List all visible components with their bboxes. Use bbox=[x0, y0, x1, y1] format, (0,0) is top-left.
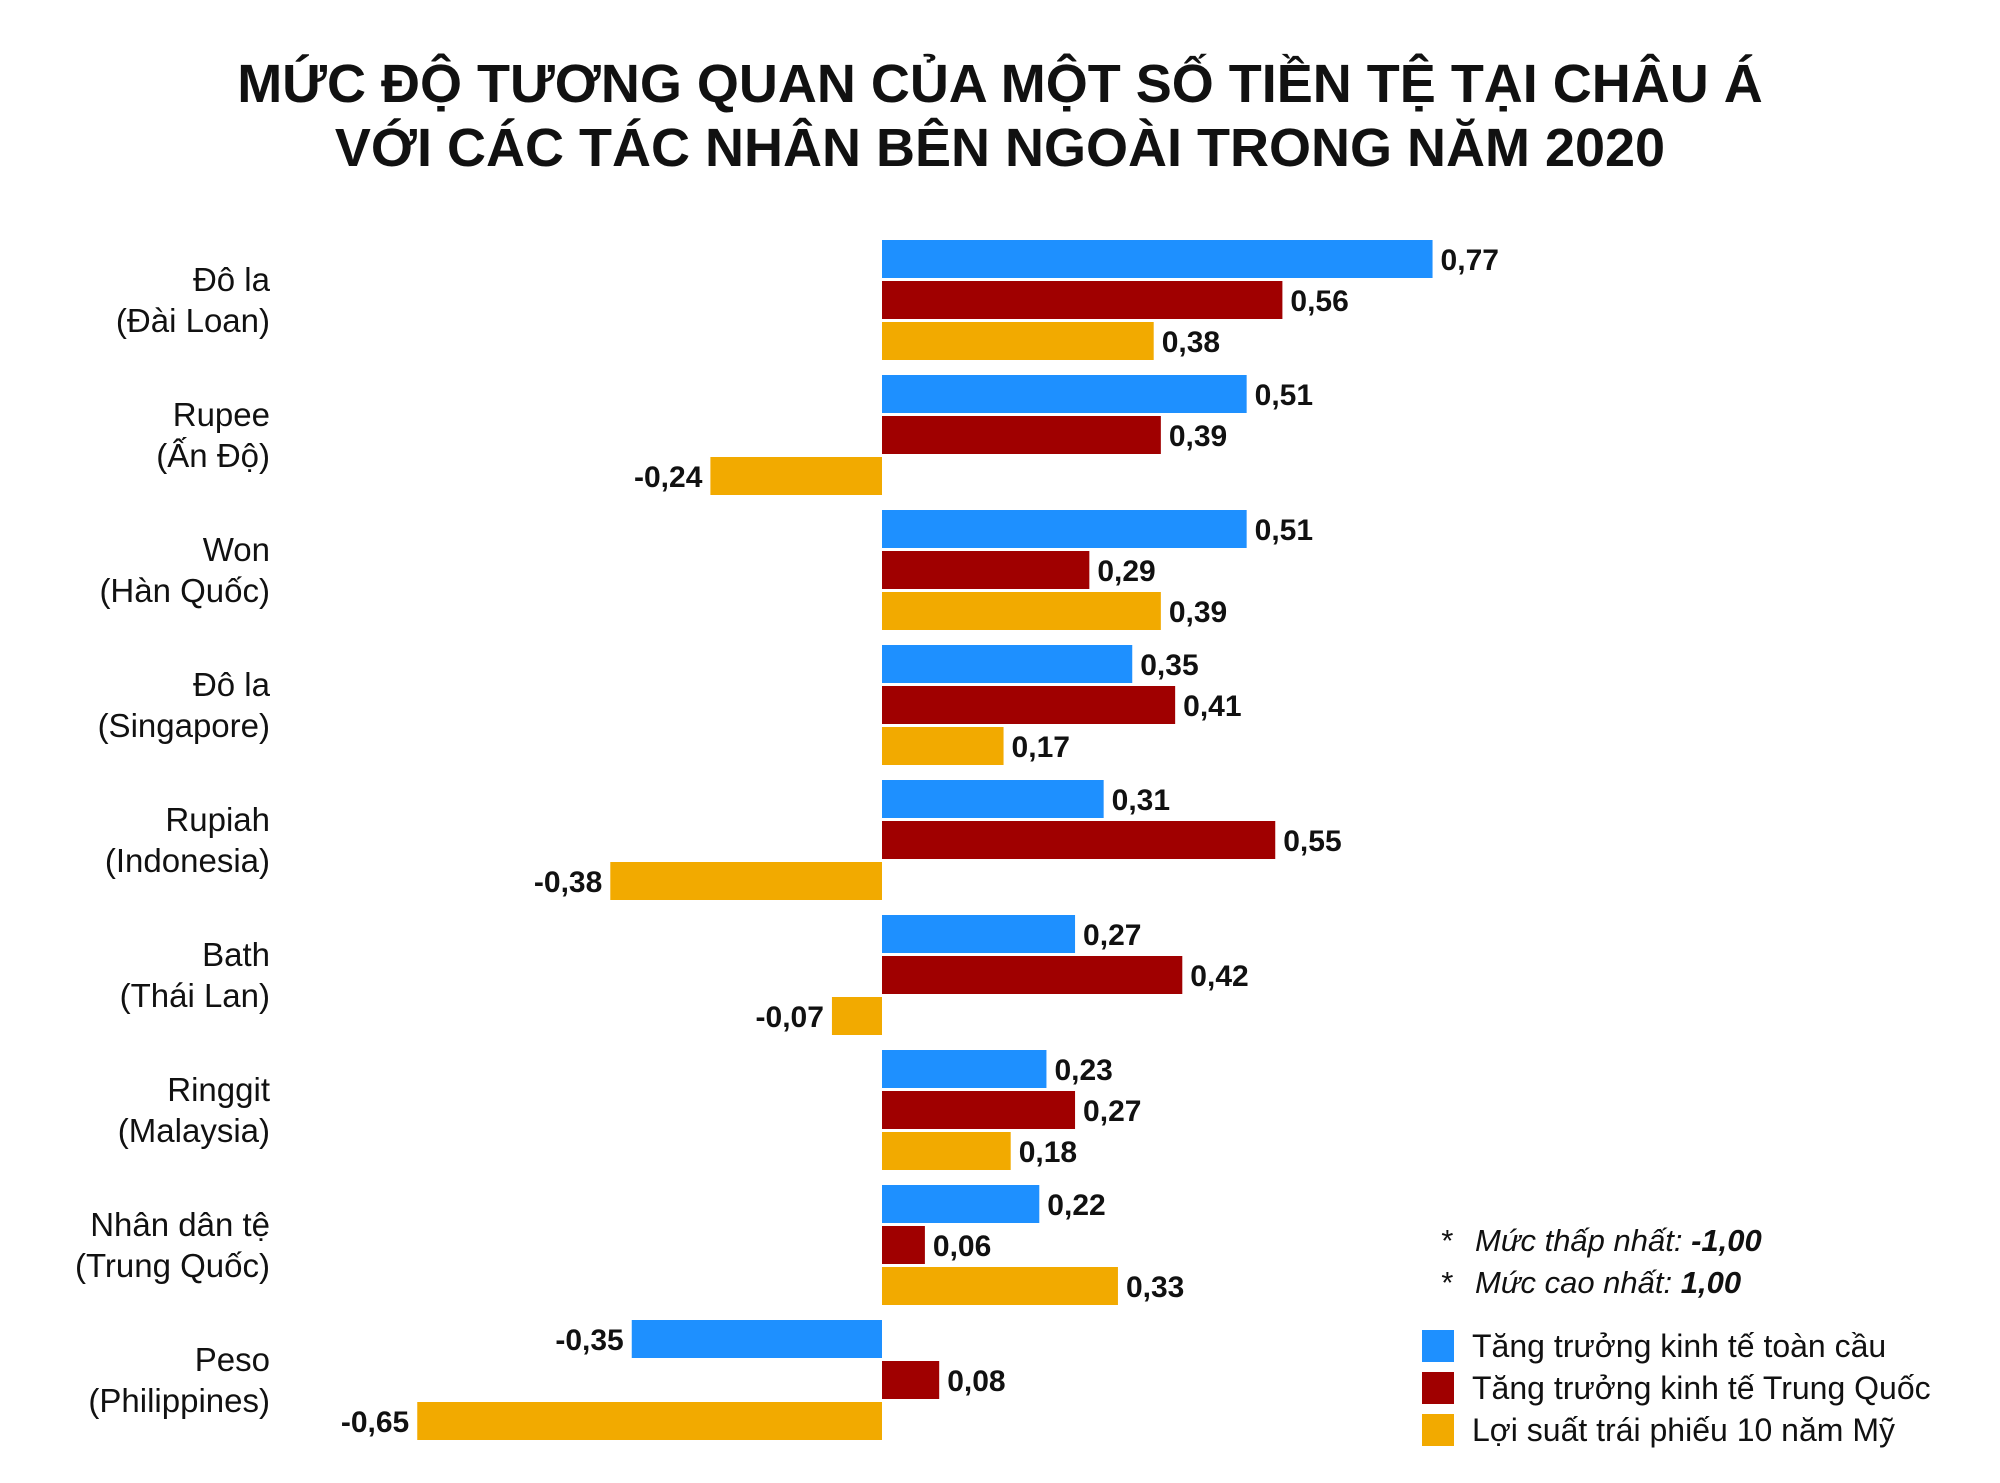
data-label: -0,35 bbox=[555, 1324, 623, 1357]
bar bbox=[882, 281, 1283, 319]
value-labels: 0,77 0,56 0,38 0,51 0,39 -0,24 0,51 0,29 0,39 0,3… bbox=[341, 244, 1499, 1439]
category-label: Nhân dân tệ bbox=[90, 1206, 270, 1243]
data-label: 0,17 bbox=[1012, 731, 1070, 764]
bar bbox=[882, 956, 1183, 994]
legend-swatch bbox=[1422, 1372, 1454, 1404]
bar bbox=[882, 322, 1154, 360]
bar bbox=[882, 592, 1161, 630]
data-label: 0,39 bbox=[1169, 596, 1227, 629]
data-label: 0,29 bbox=[1097, 555, 1155, 588]
data-label: 0,55 bbox=[1283, 825, 1341, 858]
data-label: 0,08 bbox=[947, 1365, 1005, 1398]
category-label: (Philippines) bbox=[88, 1382, 270, 1419]
bar bbox=[882, 780, 1104, 818]
category-label: Peso bbox=[195, 1341, 270, 1378]
bar bbox=[882, 1091, 1076, 1129]
note-value: 1,00 bbox=[1681, 1265, 1741, 1300]
category-label: Bath bbox=[202, 936, 270, 973]
data-label: 0,33 bbox=[1126, 1271, 1184, 1304]
bar bbox=[882, 915, 1076, 953]
data-label: 0,51 bbox=[1255, 379, 1313, 412]
data-label: 0,38 bbox=[1162, 326, 1220, 359]
category-label: (Indonesia) bbox=[105, 842, 270, 879]
data-label: 0,22 bbox=[1047, 1189, 1105, 1222]
data-label: 0,23 bbox=[1054, 1054, 1112, 1087]
note-bullet: * bbox=[1440, 1265, 1453, 1300]
notes: * Mức thấp nhất: -1,00 * Mức cao nhất: 1,00 bbox=[1440, 1223, 1762, 1300]
data-label: -0,07 bbox=[756, 1001, 824, 1034]
data-label: 0,77 bbox=[1441, 244, 1499, 277]
data-label: 0,56 bbox=[1290, 285, 1348, 318]
bar bbox=[882, 416, 1161, 454]
note-text: Mức thấp nhất: bbox=[1475, 1223, 1691, 1258]
note-bullet: * bbox=[1440, 1223, 1453, 1258]
category-label: Đô la bbox=[193, 666, 271, 703]
bar bbox=[882, 375, 1247, 413]
legend-label: Tăng trưởng kinh tế toàn cầu bbox=[1472, 1328, 1886, 1364]
category-label: (Trung Quốc) bbox=[75, 1247, 270, 1284]
bar bbox=[882, 510, 1247, 548]
note: Mức cao nhất: 1,00 bbox=[1475, 1265, 1741, 1300]
bar bbox=[882, 240, 1433, 278]
bar bbox=[882, 821, 1276, 859]
category-label: Đô la bbox=[193, 261, 271, 298]
data-label: 0,27 bbox=[1083, 919, 1141, 952]
bar bbox=[882, 1226, 925, 1264]
bar bbox=[610, 862, 882, 900]
bar bbox=[882, 1361, 940, 1399]
category-label: Rupiah bbox=[165, 801, 270, 838]
bar bbox=[882, 1132, 1011, 1170]
legend-label: Lợi suất trái phiếu 10 năm Mỹ bbox=[1472, 1412, 1895, 1448]
note: Mức thấp nhất: -1,00 bbox=[1475, 1223, 1762, 1258]
chart-title-line-2: VỚI CÁC TÁC NHÂN BÊN NGOÀI TRONG NĂM 202… bbox=[334, 118, 1666, 178]
data-label: 0,51 bbox=[1255, 514, 1313, 547]
category-label: (Đài Loan) bbox=[116, 302, 270, 339]
chart-title-line-1: MỨC ĐỘ TƯƠNG QUAN CỦA MỘT SỐ TIỀN TỆ TẠI… bbox=[237, 54, 1763, 114]
legend-swatch bbox=[1422, 1414, 1454, 1446]
bar bbox=[882, 1267, 1118, 1305]
data-label: 0,31 bbox=[1112, 784, 1170, 817]
data-label: 0,41 bbox=[1183, 690, 1241, 723]
bar bbox=[417, 1402, 882, 1440]
bar bbox=[882, 645, 1133, 683]
data-label: 0,27 bbox=[1083, 1095, 1141, 1128]
category-labels: Đô la (Đài Loan) Rupee (Ấn Độ) Won (Hàn Quốc)… bbox=[75, 261, 271, 1419]
bar bbox=[631, 1320, 882, 1358]
note-value: -1,00 bbox=[1691, 1223, 1762, 1258]
category-label: Won bbox=[203, 531, 270, 568]
data-label: 0,39 bbox=[1169, 420, 1227, 453]
bar bbox=[882, 1185, 1040, 1223]
legend-swatch bbox=[1422, 1330, 1454, 1362]
category-label: (Malaysia) bbox=[118, 1112, 270, 1149]
category-label: Ringgit bbox=[167, 1071, 270, 1108]
category-label: Rupee bbox=[173, 396, 270, 433]
data-label: 0,42 bbox=[1190, 960, 1248, 993]
bar bbox=[882, 551, 1090, 589]
note-text: Mức cao nhất: bbox=[1475, 1265, 1681, 1300]
legend: Tăng trưởng kinh tế toàn cầu Tăng trưởng … bbox=[1422, 1328, 1931, 1448]
bar bbox=[710, 457, 882, 495]
data-label: 0,35 bbox=[1140, 649, 1198, 682]
chart-title: MỨC ĐỘ TƯƠNG QUAN CỦA MỘT SỐ TIỀN TỆ TẠI… bbox=[0, 52, 2000, 180]
bar bbox=[831, 997, 882, 1035]
category-label: (Singapore) bbox=[98, 707, 270, 744]
bar bbox=[882, 727, 1004, 765]
data-label: -0,65 bbox=[341, 1406, 409, 1439]
bars bbox=[417, 240, 1433, 1440]
legend-label: Tăng trưởng kinh tế Trung Quốc bbox=[1472, 1370, 1931, 1406]
category-label: (Thái Lan) bbox=[120, 977, 270, 1014]
data-label: 0,06 bbox=[933, 1230, 991, 1263]
data-label: -0,38 bbox=[534, 866, 602, 899]
bar bbox=[882, 686, 1176, 724]
category-label: (Hàn Quốc) bbox=[99, 572, 270, 609]
data-label: 0,18 bbox=[1019, 1136, 1077, 1169]
category-label: (Ấn Độ) bbox=[156, 437, 270, 474]
data-label: -0,24 bbox=[634, 461, 703, 494]
bar bbox=[882, 1050, 1047, 1088]
